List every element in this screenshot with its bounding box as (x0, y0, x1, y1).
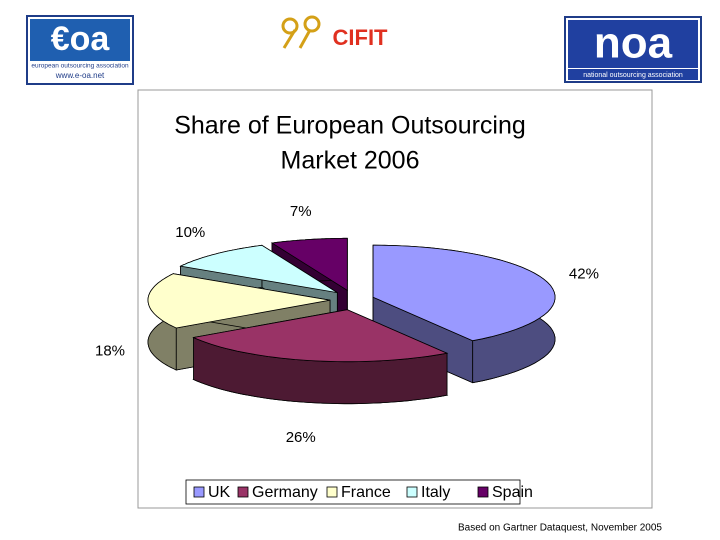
cifit-wordmark: CIFIT (333, 25, 389, 50)
data-label: 10% (175, 224, 205, 241)
legend-swatch (326, 486, 338, 498)
slice-top (270, 237, 348, 292)
legend-label: Germany (252, 484, 318, 501)
eoa-name: european outsourcing association (31, 63, 129, 70)
legend-swatch (237, 486, 249, 498)
legend-label: Spain (492, 484, 533, 501)
noa-strip (568, 69, 698, 80)
chart-title: Market 2006 (281, 147, 420, 175)
noa-box (568, 20, 698, 68)
legend-label: France (341, 484, 391, 501)
legend: UK Germany France Italy Spain (185, 479, 533, 505)
key-icon (303, 15, 321, 33)
eoa-logo: €oa european outsourcing association www… (26, 15, 134, 85)
pie-plot: 42% 26% 18% 10% 7% (95, 203, 599, 446)
source-note: Based on Gartner Dataquest, November 200… (458, 523, 662, 534)
key-icon (281, 17, 299, 35)
key-icon (282, 29, 297, 49)
noa-logo: noa national outsourcing association (564, 16, 702, 83)
key-icon (298, 29, 312, 49)
eoa-box (30, 19, 130, 61)
legend-swatch (477, 486, 489, 498)
legend-label: Italy (421, 484, 450, 501)
noa-wordmark: noa (594, 19, 673, 68)
chart-title: Share of European Outsourcing (174, 112, 526, 140)
legend-swatch (406, 486, 418, 498)
legend-swatch (193, 486, 205, 498)
slice-top (147, 273, 331, 329)
data-label: 7% (290, 203, 312, 220)
slice-top (192, 309, 449, 363)
cifit-logo: CIFIT (281, 15, 389, 50)
eoa-url: www.e-oa.net (55, 71, 105, 80)
data-label: 18% (95, 342, 125, 359)
legend-label: UK (208, 484, 231, 501)
noa-name: national outsourcing association (583, 72, 683, 79)
slice-top (372, 244, 556, 342)
slice-top (179, 244, 338, 293)
eoa-wordmark: €oa (51, 20, 111, 58)
data-label: 42% (569, 265, 599, 282)
data-label: 26% (286, 429, 316, 446)
